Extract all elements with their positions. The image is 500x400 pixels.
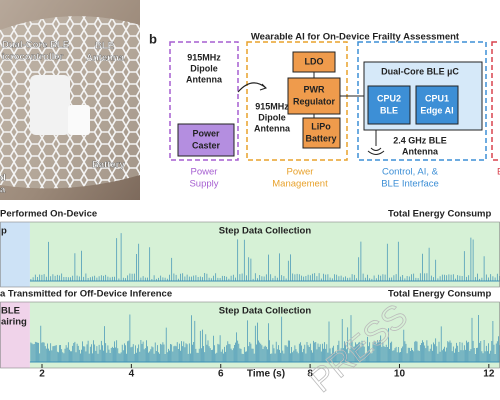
block-text: Dual-Core BLE µC	[381, 66, 459, 76]
block-text: Antenna	[186, 74, 223, 84]
block-text: Battery	[305, 133, 336, 143]
region	[29, 222, 500, 287]
caption: Supply	[189, 179, 218, 190]
photo-label: Antenna	[86, 53, 125, 64]
caption: BLE Interface	[381, 179, 439, 190]
x-tick-label: 6	[218, 369, 224, 380]
caption: B	[497, 167, 500, 178]
block-text: 915MHz	[187, 52, 221, 62]
region-label: airing	[1, 317, 27, 328]
block-diagram	[169, 41, 500, 161]
block-text: CPU1	[425, 93, 449, 103]
region-label: p	[1, 226, 7, 237]
plot-label: Total Energy Consump	[388, 289, 491, 300]
photo-label: a	[0, 185, 6, 196]
x-tick-label: 4	[129, 369, 135, 380]
block-text: CPU2	[377, 93, 401, 103]
region	[0, 302, 30, 368]
photo-label: d	[0, 173, 6, 184]
x-tick-label: 8	[307, 369, 313, 380]
block-text: Antenna	[254, 123, 291, 133]
region-label: BLE	[1, 306, 20, 317]
block-text: Antenna	[402, 146, 439, 156]
panel-letter: b	[149, 31, 157, 46]
photo-label: BLE	[95, 41, 114, 52]
x-tick-label: 12	[483, 369, 495, 380]
photo-label: Dual-Core BLE	[2, 40, 69, 51]
plot-label: Total Energy Consump	[388, 209, 491, 220]
plot-title: Performed On-Device	[0, 209, 97, 220]
x-tick-label: 2	[39, 369, 45, 380]
block-text: LDO	[305, 56, 324, 66]
plot-title: a Transmitted for Off-Device Inference	[0, 289, 172, 300]
region-label: Step Data Collection	[219, 306, 312, 317]
photo-label: icrocontroller	[2, 52, 64, 63]
caption: Management	[272, 179, 328, 190]
x-axis-label: Time (s)	[247, 369, 285, 380]
region	[0, 222, 30, 287]
photo-label: Battery	[92, 160, 125, 171]
block-text: 2.4 GHz BLE	[393, 135, 447, 145]
block-text: 915MHz	[255, 101, 289, 111]
block-text: LiPo	[311, 121, 331, 131]
block-text: Power	[192, 128, 220, 138]
x-tick-label: 10	[394, 369, 406, 380]
caption: Power	[287, 167, 314, 178]
block-text: Dipole	[190, 63, 218, 73]
block-text: Edge AI	[420, 105, 453, 115]
diagram-title: Wearable AI for On-Device Frailty Assess…	[251, 32, 460, 43]
caption: Control, AI, &	[382, 167, 439, 178]
region-label: Step Data Collection	[219, 226, 312, 237]
block-text: PWR	[304, 84, 325, 94]
block-text: BLE	[380, 105, 398, 115]
signal-trace	[30, 314, 500, 362]
signal-trace	[30, 233, 500, 281]
block-text: Dipole	[258, 112, 286, 122]
block-text: Caster	[192, 140, 221, 150]
photo	[0, 0, 140, 200]
block-text: Regulator	[293, 96, 336, 106]
caption: Power	[191, 167, 218, 178]
